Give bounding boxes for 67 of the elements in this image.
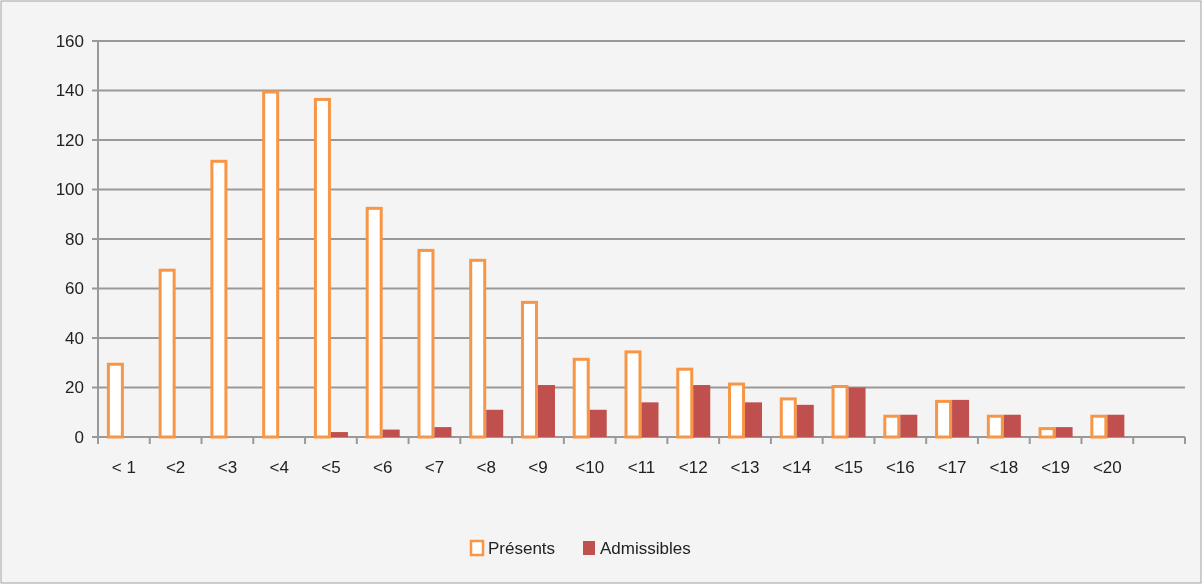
- bar: [641, 402, 659, 437]
- x-tick-label: <9: [528, 457, 548, 477]
- legend-label: Présents: [488, 538, 556, 558]
- bar: [935, 399, 953, 439]
- bar: [1038, 427, 1056, 439]
- y-tick-label: 20: [65, 378, 84, 398]
- bar: [883, 414, 901, 439]
- bar: [572, 357, 590, 439]
- bar: [986, 414, 1004, 439]
- bar: [1003, 414, 1021, 437]
- bar: [262, 90, 280, 439]
- bar: [624, 350, 642, 439]
- x-tick-label: <8: [476, 457, 496, 477]
- bar: [1107, 414, 1125, 437]
- x-tick-label: <19: [1041, 457, 1071, 477]
- bar: [330, 432, 348, 437]
- bar: [106, 362, 124, 439]
- x-tick-label: < 1: [111, 457, 136, 477]
- x-tick-label: <11: [627, 457, 656, 477]
- x-tick-label: <12: [678, 457, 708, 477]
- x-tick-label: <5: [321, 457, 341, 477]
- bar: [537, 385, 555, 437]
- bar: [365, 206, 383, 439]
- x-tick-label: <7: [424, 457, 445, 477]
- bar: [158, 268, 176, 439]
- bar: [469, 258, 487, 439]
- bar: [434, 427, 452, 437]
- y-tick-label: 60: [65, 279, 84, 299]
- x-tick-label: <16: [885, 457, 915, 477]
- bar: [900, 414, 918, 437]
- y-tick-label: 140: [55, 81, 84, 101]
- y-tick-label: 120: [55, 130, 84, 150]
- bar: [952, 399, 970, 437]
- bar: [848, 387, 866, 437]
- y-tick-label: 80: [65, 229, 84, 249]
- bar: [1090, 414, 1108, 439]
- x-tick-label: <15: [834, 457, 863, 477]
- bar: [417, 248, 435, 439]
- legend-label: Admissibles: [600, 538, 691, 558]
- bar: [676, 367, 694, 439]
- y-tick-label: 100: [55, 180, 84, 200]
- bar: [693, 385, 711, 437]
- x-tick-label: <14: [782, 457, 812, 477]
- bar: [831, 385, 849, 439]
- x-tick-label: <10: [575, 457, 605, 477]
- x-tick-label: <4: [269, 457, 289, 477]
- x-tick-label: <3: [217, 457, 238, 477]
- y-tick-label: 40: [65, 328, 84, 348]
- x-tick-label: <17: [937, 457, 967, 477]
- bar: [486, 409, 504, 437]
- bar: [382, 429, 400, 437]
- x-tick-label: <18: [989, 457, 1019, 477]
- bar: [210, 159, 228, 439]
- bar: [313, 97, 331, 439]
- x-tick-label: <20: [1092, 457, 1122, 477]
- x-tick-label: <2: [165, 457, 186, 477]
- bar: [728, 382, 746, 439]
- bar: [779, 397, 797, 439]
- bar: [589, 409, 607, 437]
- bar: [520, 300, 538, 439]
- bar: [1055, 427, 1073, 437]
- bar: [745, 402, 763, 437]
- y-tick-label: 160: [55, 31, 84, 51]
- x-tick-label: <13: [730, 457, 760, 477]
- x-tick-label: <6: [373, 457, 393, 477]
- bar: [796, 404, 814, 437]
- y-tick-label: 0: [74, 427, 84, 447]
